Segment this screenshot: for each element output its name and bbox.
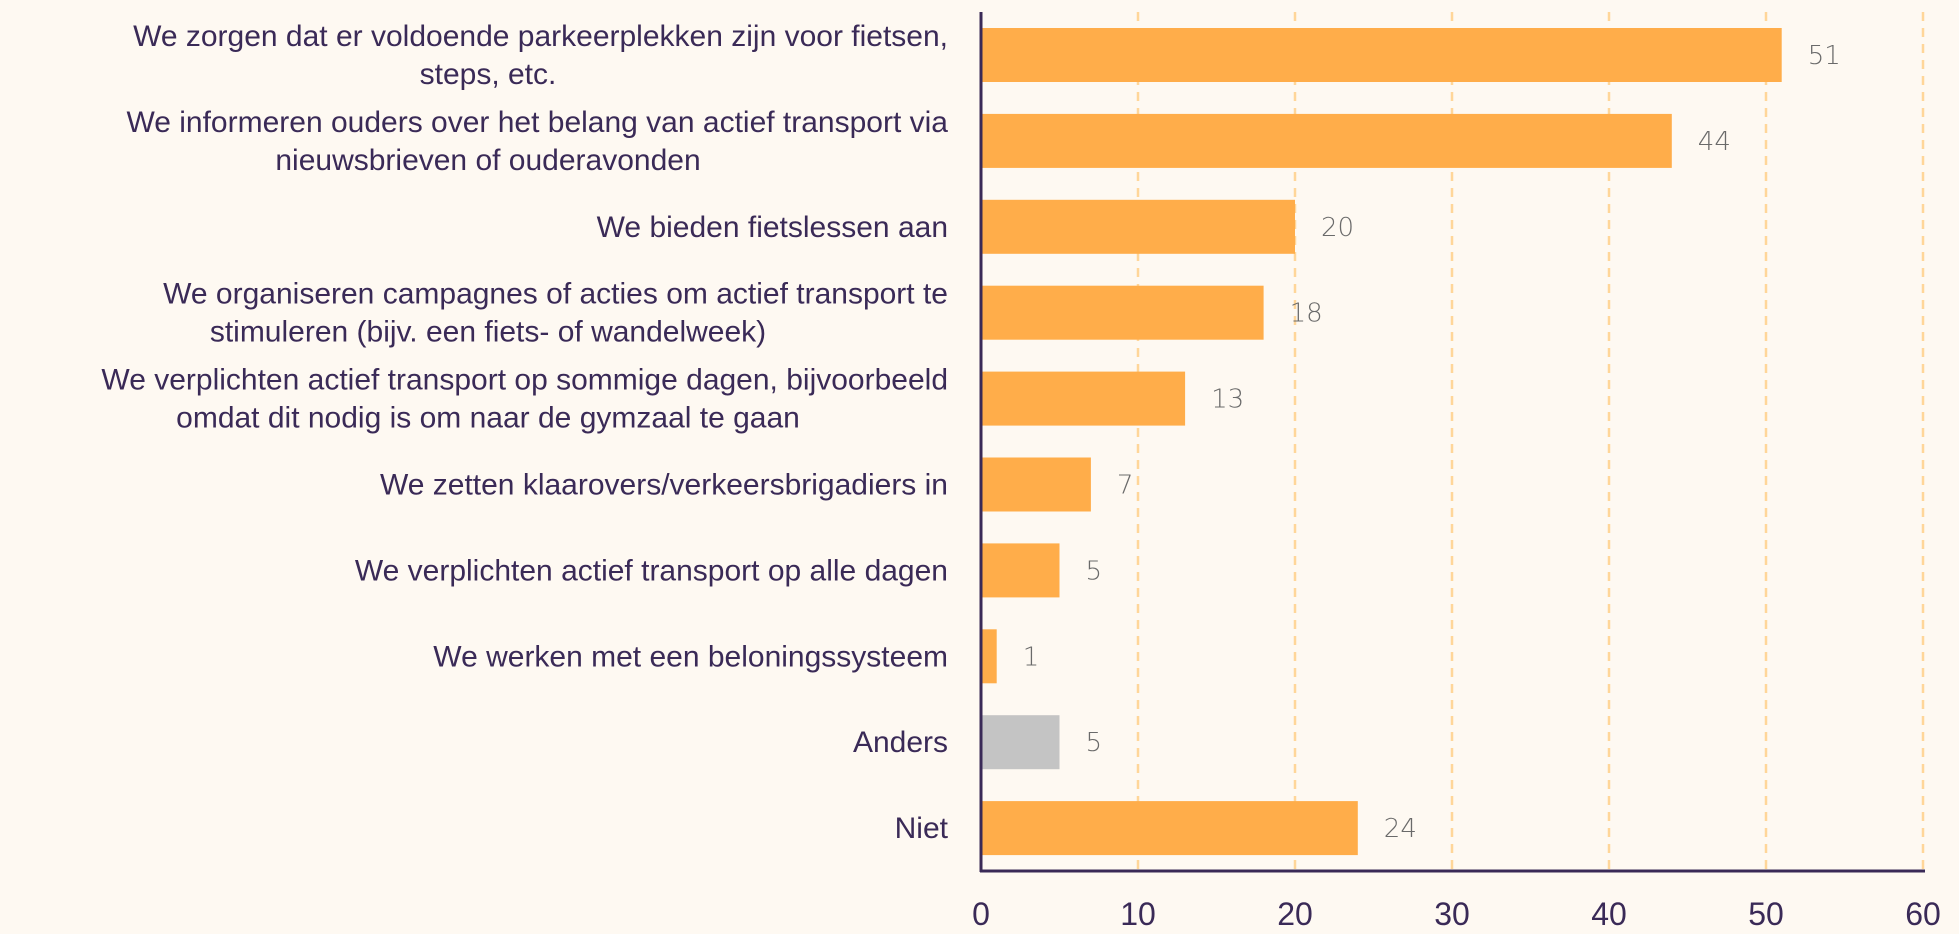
value-label-7: 1: [1023, 642, 1040, 672]
bar-5: [981, 457, 1091, 512]
bar-2: [981, 199, 1295, 254]
x-tick-label-30: 30: [1434, 896, 1470, 932]
bar-0: [981, 28, 1782, 82]
value-label-3: 18: [1290, 299, 1323, 329]
bars: [981, 28, 1782, 856]
category-label-5-line-0: We zetten klaarovers/verkeersbrigadiers …: [380, 469, 948, 502]
category-label-6: We verplichten actief transport op alle …: [355, 554, 948, 587]
value-label-9: 24: [1384, 814, 1417, 844]
category-label-0-line-0: We zorgen dat er voldoende parkeerplekke…: [133, 20, 948, 53]
x-tick-label-10: 10: [1120, 896, 1156, 932]
value-label-6: 5: [1086, 556, 1103, 586]
category-label-1-line-0: We informeren ouders over het belang van…: [126, 106, 948, 139]
bar-3: [981, 285, 1264, 340]
x-tick-label-50: 50: [1748, 896, 1784, 932]
category-labels: We zorgen dat er voldoende parkeerplekke…: [101, 20, 948, 845]
bar-4: [981, 371, 1186, 426]
bar-8: [981, 715, 1060, 770]
value-label-1: 44: [1698, 127, 1731, 157]
category-label-9: Niet: [895, 812, 949, 845]
x-tick-label-20: 20: [1277, 896, 1313, 932]
value-label-2: 20: [1321, 213, 1354, 243]
category-label-4-line-1: omdat dit nodig is om naar de gymzaal te…: [176, 402, 800, 435]
category-label-4: We verplichten actief transport op sommi…: [101, 364, 948, 435]
category-label-1: We informeren ouders over het belang van…: [126, 106, 948, 177]
bar-7: [981, 629, 997, 684]
category-label-8-line-0: Anders: [853, 726, 948, 759]
x-tick-labels: 0 10 20 30 40 50 60: [972, 896, 1941, 932]
value-label-8: 5: [1086, 728, 1103, 758]
x-tick-label-60: 60: [1905, 896, 1941, 932]
category-label-5: We zetten klaarovers/verkeersbrigadiers …: [380, 469, 948, 502]
x-tick-label-40: 40: [1591, 896, 1627, 932]
category-label-0-line-1: steps, etc.: [420, 58, 557, 91]
category-label-3-line-1: stimuleren (bijv. een fiets- of wandelwe…: [210, 316, 766, 349]
category-label-0: We zorgen dat er voldoende parkeerplekke…: [133, 20, 948, 91]
category-label-3-line-0: We organiseren campagnes of acties om ac…: [163, 278, 948, 311]
category-label-3: We organiseren campagnes of acties om ac…: [163, 278, 948, 349]
bar-9: [981, 801, 1358, 856]
value-label-4: 13: [1211, 385, 1244, 415]
category-label-8: Anders: [853, 726, 948, 759]
x-tick-label-0: 0: [972, 896, 990, 932]
category-label-6-line-0: We verplichten actief transport op alle …: [355, 554, 948, 587]
value-label-5: 7: [1117, 471, 1134, 501]
category-label-7: We werken met een beloningssysteem: [433, 640, 948, 673]
category-label-2-line-0: We bieden fietslessen aan: [597, 211, 948, 244]
category-label-9-line-0: Niet: [895, 812, 949, 845]
category-label-7-line-0: We werken met een beloningssysteem: [433, 640, 948, 673]
bar-6: [981, 543, 1060, 598]
category-label-4-line-0: We verplichten actief transport op sommi…: [101, 364, 948, 397]
category-label-2: We bieden fietslessen aan: [597, 211, 948, 244]
axes: [979, 12, 1925, 873]
bar-1: [981, 113, 1672, 168]
value-label-0: 51: [1808, 41, 1841, 71]
category-label-1-line-1: nieuwsbrieven of ouderavonden: [275, 144, 700, 177]
